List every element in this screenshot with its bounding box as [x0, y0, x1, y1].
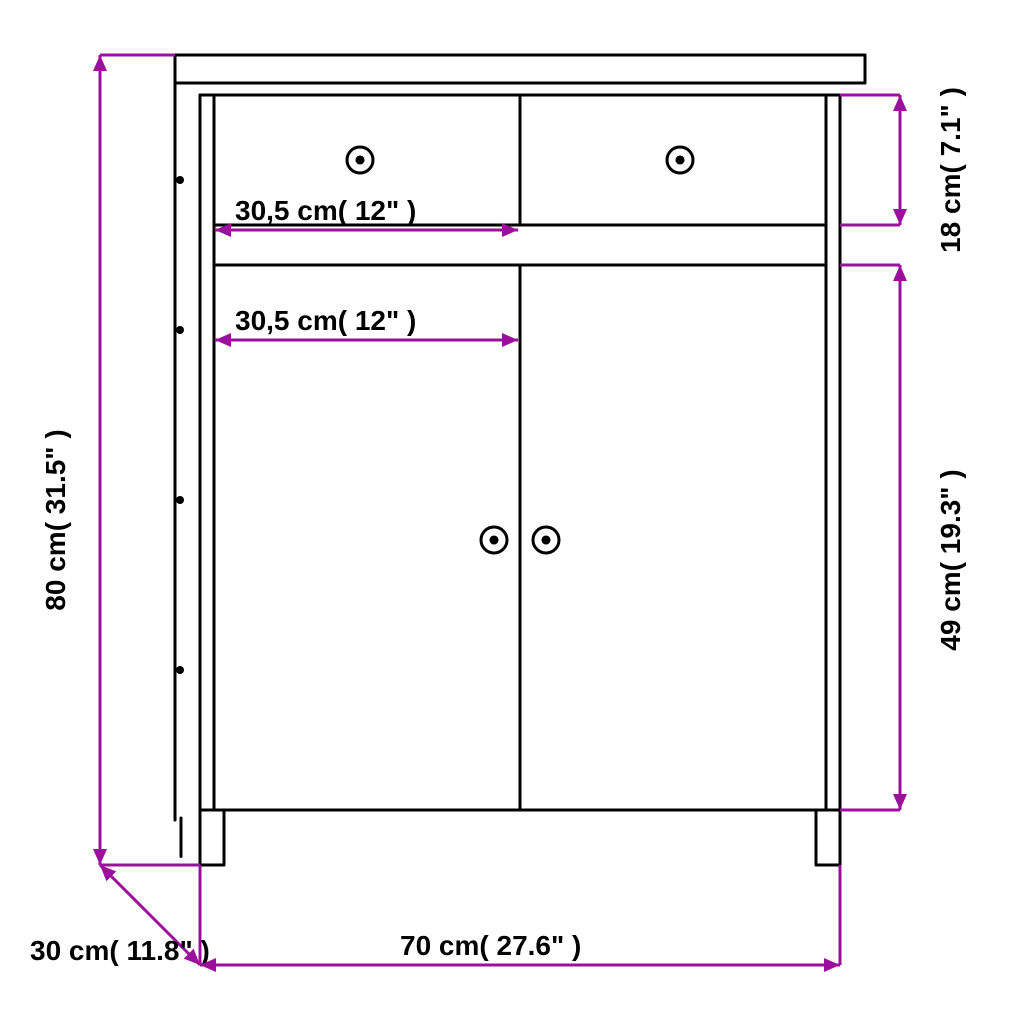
dim-width-label: 70 cm( 27.6" )	[400, 930, 581, 961]
pin-dot-icon	[176, 496, 184, 504]
dim-drawer-width-label: 30,5 cm( 12" )	[235, 195, 416, 226]
pin-dot-icon	[176, 176, 184, 184]
dim-door-width-label: 30,5 cm( 12" )	[235, 305, 416, 336]
cabinet-drawing	[162, 55, 865, 865]
pin-dot-icon	[176, 666, 184, 674]
dim-drawer-height-label: 18 cm( 7.1" )	[935, 87, 966, 253]
dim-depth-label: 30 cm( 11.8" )	[30, 935, 210, 966]
dim-door-height-label: 49 cm( 19.3" )	[935, 469, 966, 650]
dim-height-total-label: 80 cm( 31.5" )	[40, 429, 71, 610]
pin-dot-icon	[176, 326, 184, 334]
